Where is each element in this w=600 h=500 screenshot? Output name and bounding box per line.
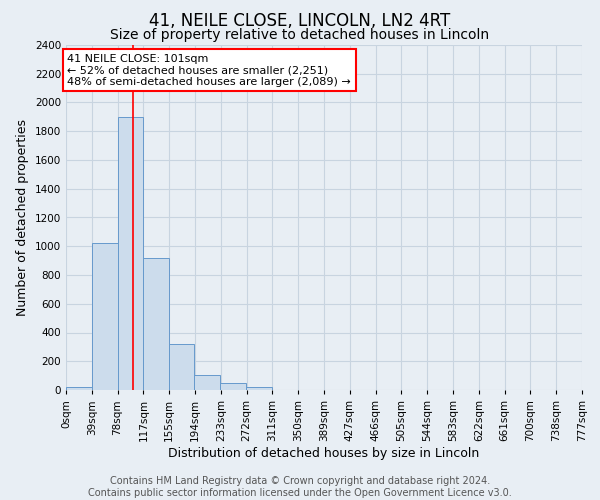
Bar <box>92 244 118 390</box>
Y-axis label: Number of detached properties: Number of detached properties <box>16 119 29 316</box>
Bar <box>169 344 194 390</box>
Bar <box>118 117 143 390</box>
Bar <box>220 383 246 390</box>
Text: 41 NEILE CLOSE: 101sqm
← 52% of detached houses are smaller (2,251)
48% of semi-: 41 NEILE CLOSE: 101sqm ← 52% of detached… <box>67 54 351 87</box>
Text: Contains HM Land Registry data © Crown copyright and database right 2024.
Contai: Contains HM Land Registry data © Crown c… <box>88 476 512 498</box>
X-axis label: Distribution of detached houses by size in Lincoln: Distribution of detached houses by size … <box>169 446 479 460</box>
Text: Size of property relative to detached houses in Lincoln: Size of property relative to detached ho… <box>110 28 490 42</box>
Bar <box>194 375 220 390</box>
Text: 41, NEILE CLOSE, LINCOLN, LN2 4RT: 41, NEILE CLOSE, LINCOLN, LN2 4RT <box>149 12 451 30</box>
Bar <box>143 258 169 390</box>
Bar <box>66 387 92 390</box>
Bar <box>246 387 272 390</box>
